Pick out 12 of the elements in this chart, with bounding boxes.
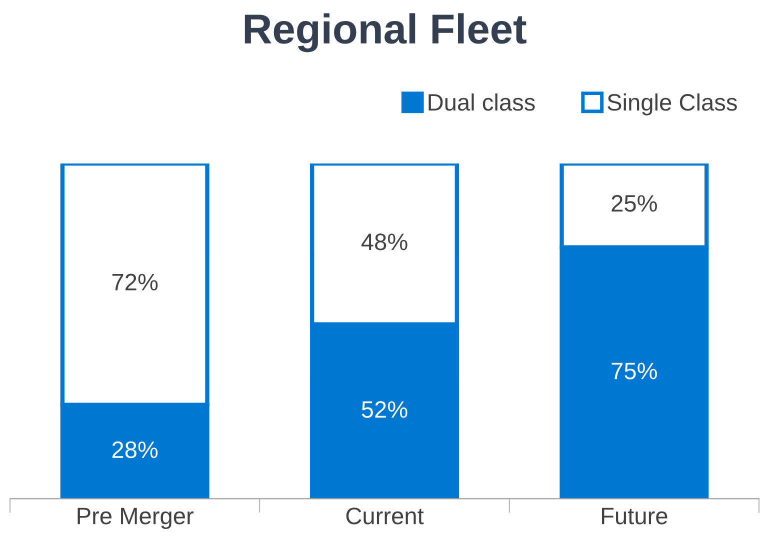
data-label: 48% [361, 234, 408, 250]
data-label: 25% [612, 195, 657, 212]
x-tick-label: Current [346, 508, 424, 524]
legend-label: Dual class [428, 93, 535, 111]
data-label: 52% [362, 401, 408, 418]
x-tick-label: Pre Merger [78, 508, 194, 530]
data-label: 28% [112, 441, 158, 458]
data-label: 75% [612, 362, 657, 380]
legend-label: Single Class [608, 93, 737, 116]
data-label: 72% [112, 274, 158, 290]
chart-title: Regional Fleet [244, 13, 526, 52]
x-tick-label: Future [602, 508, 668, 524]
